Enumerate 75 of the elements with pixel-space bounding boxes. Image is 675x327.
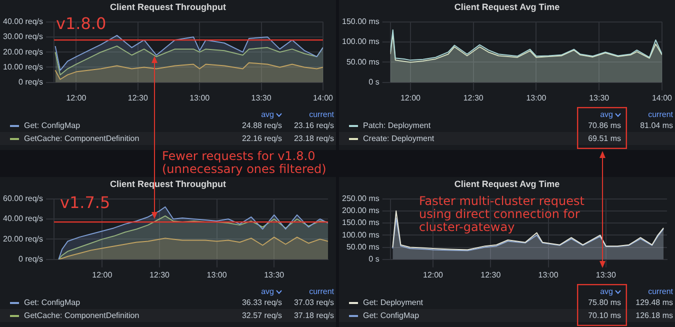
chart-title: Client Request Throughput	[109, 2, 227, 12]
text: 37.18 req/s	[294, 311, 334, 320]
y-tick-label: 20.00 req/s	[2, 234, 44, 244]
y-tick-label: 250.00 ms	[342, 194, 380, 204]
text: 32.57 req/s	[242, 311, 282, 320]
x-tick-label: 13:30	[589, 93, 610, 102]
legend-label: Patch: Deployment	[363, 121, 431, 130]
x-tick-label: 13:30	[596, 270, 616, 280]
x-tick-label: 12:00	[422, 270, 444, 280]
x-tick-label: 13:30	[264, 270, 285, 280]
legend-label: GetCache: ComponentDefinition	[24, 134, 140, 143]
text: avg	[261, 287, 274, 296]
x-tick-label: 12:00	[66, 93, 87, 102]
x-tick-label: 13:00	[526, 93, 547, 102]
legend-label: GetCache: ComponentDefinition	[24, 311, 140, 320]
x-tick-label: 13:00	[538, 270, 559, 280]
text: current	[648, 110, 673, 119]
text: 70.10 ms	[588, 311, 621, 320]
text: avg	[261, 110, 274, 119]
x-tick-label: 14:00	[312, 93, 334, 102]
text: 81.04 ms	[640, 121, 673, 130]
text: current	[309, 287, 334, 296]
chart-title: Client Request Avg Time	[453, 2, 561, 12]
text: 22.16 req/s	[242, 134, 282, 143]
text: current	[648, 287, 673, 296]
text: Fewer requests for v1.8.0 (unnecessary ones filtered)	[162, 149, 328, 176]
x-tick-label: 12:30	[480, 270, 502, 280]
text: 70.86 ms	[588, 121, 621, 130]
y-tick-label: 100.00 ms	[342, 230, 380, 240]
x-tick-label: 13:00	[206, 270, 228, 280]
x-tick-label: 12:30	[463, 93, 484, 102]
y-tick-label: 0 req/s	[18, 78, 44, 87]
x-tick-label: 12:00	[400, 93, 422, 102]
y-tick-label: 50.00 ms	[346, 242, 380, 252]
text: 23.18 req/s	[294, 134, 334, 143]
annotation: Faster multi-cluster request using direct connection for cluster-gateway	[419, 194, 586, 234]
y-tick-label: 100.00 ms	[342, 37, 380, 46]
legend-label: Get: ConfigMap	[24, 298, 80, 307]
y-tick-label: 50.00 ms	[346, 57, 380, 66]
text: 23.16 req/s	[294, 121, 334, 130]
chart-title: Client Request Avg Time	[453, 179, 561, 189]
y-tick-label: 200.00 ms	[342, 206, 380, 216]
y-tick-label: 150.00 ms	[342, 17, 380, 26]
text: avg	[600, 110, 613, 119]
text: 129.48 ms	[636, 298, 673, 307]
x-tick-label: 13:30	[251, 93, 272, 102]
text: 36.33 req/s	[242, 298, 282, 307]
y-tick-label: 10.00 req/s	[2, 62, 44, 72]
legend-label: Get: ConfigMap	[24, 121, 80, 130]
x-tick-label: 12:30	[128, 93, 148, 102]
text: 24.88 req/s	[242, 121, 282, 130]
legend-label: Get: Deployment	[363, 298, 424, 307]
x-tick-label: 14:00	[652, 93, 673, 102]
x-tick-label: 12:30	[149, 270, 170, 280]
y-tick-label: 30.00 req/s	[2, 32, 44, 42]
y-tick-label: 150.00 ms	[342, 218, 380, 228]
x-tick-label: 13:00	[190, 93, 210, 102]
y-tick-label: 40.00 req/s	[2, 17, 44, 26]
annotation: v1.8.0	[56, 14, 108, 33]
y-tick-label: 20.00 req/s	[2, 47, 44, 56]
text: avg	[600, 287, 613, 296]
text: current	[309, 110, 334, 119]
legend-label: Get: ConfigMap	[363, 311, 420, 320]
text: 126.18 ms	[636, 311, 673, 320]
y-tick-label: 0 req/s	[18, 254, 44, 264]
legend-label: Create: Deployment	[363, 134, 434, 143]
text: 75.80 ms	[588, 298, 621, 307]
annotation: v1.7.5	[60, 193, 112, 212]
y-tick-label: 40.00 req/s	[2, 214, 44, 224]
y-tick-label: 0 s	[368, 78, 380, 87]
y-tick-label: 0 s	[368, 254, 380, 264]
text: 37.03 req/s	[294, 298, 334, 307]
x-tick-label: 12:00	[92, 270, 113, 280]
text: 69.51 ms	[588, 134, 621, 143]
y-tick-label: 60.00 req/s	[2, 194, 44, 204]
